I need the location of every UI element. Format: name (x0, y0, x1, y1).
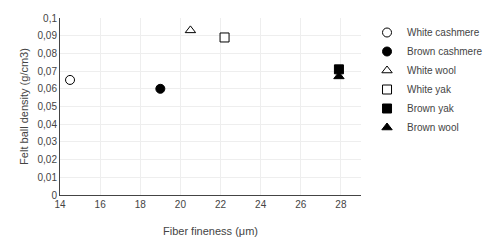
svg-text:20: 20 (175, 199, 187, 210)
svg-text:Fiber fineness (μm): Fiber fineness (μm) (163, 225, 258, 237)
svg-text:0,08: 0,08 (38, 48, 58, 59)
svg-text:26: 26 (295, 199, 307, 210)
svg-text:18: 18 (135, 199, 147, 210)
svg-text:Felt ball density (g/cm3): Felt ball density (g/cm3) (18, 48, 30, 165)
svg-text:0,09: 0,09 (38, 30, 58, 41)
svg-text:22: 22 (215, 199, 227, 210)
svg-text:White wool: White wool (407, 65, 456, 76)
svg-text:0,01: 0,01 (38, 172, 58, 183)
svg-text:Brown wool: Brown wool (407, 122, 459, 133)
svg-text:Brown yak: Brown yak (407, 103, 455, 114)
svg-text:16: 16 (95, 199, 107, 210)
svg-text:White yak: White yak (407, 84, 452, 95)
svg-text:24: 24 (255, 199, 267, 210)
svg-text:Brown cashmere: Brown cashmere (407, 46, 482, 57)
svg-text:0,03: 0,03 (38, 136, 58, 147)
svg-text:14: 14 (54, 199, 66, 210)
svg-text:0,05: 0,05 (38, 101, 58, 112)
svg-text:0,06: 0,06 (38, 83, 58, 94)
svg-text:28: 28 (335, 199, 347, 210)
svg-text:0: 0 (51, 190, 57, 201)
svg-text:0,04: 0,04 (38, 119, 58, 130)
svg-text:White cashmere: White cashmere (407, 27, 480, 38)
svg-text:0,02: 0,02 (38, 154, 58, 165)
svg-text:0,07: 0,07 (38, 66, 58, 77)
svg-text:0,1: 0,1 (43, 13, 57, 24)
